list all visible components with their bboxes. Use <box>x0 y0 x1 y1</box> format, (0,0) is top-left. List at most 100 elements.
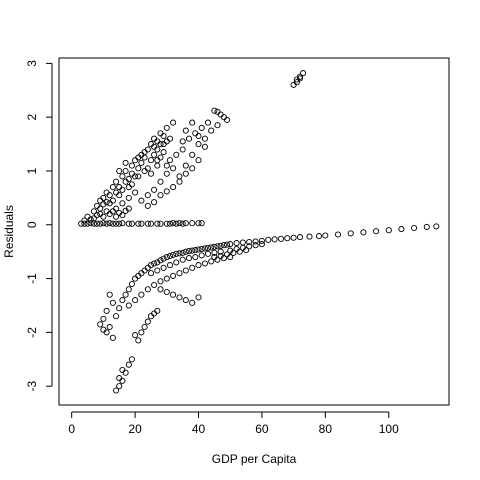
data-point <box>189 264 196 271</box>
data-point <box>122 167 129 175</box>
data-point <box>113 178 120 185</box>
data-point <box>138 197 145 204</box>
data-point <box>204 119 212 126</box>
data-point <box>147 220 155 227</box>
data-point <box>360 229 367 236</box>
data-point <box>100 194 107 201</box>
data-point <box>179 249 186 256</box>
data-point <box>128 220 135 227</box>
data-point <box>195 294 202 301</box>
data-point <box>109 208 116 215</box>
y-tick-label: -2 <box>25 327 39 338</box>
data-point <box>100 201 107 208</box>
data-point <box>176 250 183 257</box>
data-point <box>154 220 161 227</box>
data-point <box>195 132 202 140</box>
data-point <box>151 186 158 193</box>
data-point <box>157 278 164 285</box>
data-point <box>154 267 161 274</box>
data-point <box>189 247 196 254</box>
data-point <box>185 255 193 262</box>
data-point <box>147 270 155 277</box>
data-point <box>334 231 342 238</box>
data-point <box>233 240 240 247</box>
data-point <box>116 167 123 175</box>
y-tick-label: 0 <box>25 221 39 228</box>
data-point <box>100 220 107 227</box>
data-point <box>170 272 177 279</box>
data-point <box>173 151 180 158</box>
data-point <box>214 122 221 129</box>
data-point <box>170 119 177 126</box>
data-point <box>189 151 196 158</box>
data-point <box>211 243 218 250</box>
data-point <box>97 205 104 212</box>
data-point <box>265 236 272 243</box>
data-point <box>182 127 189 134</box>
data-point <box>135 165 142 172</box>
data-point <box>97 321 104 328</box>
data-point <box>144 165 151 172</box>
data-point <box>166 157 174 164</box>
data-point <box>220 242 227 249</box>
data-point <box>157 192 164 199</box>
data-point <box>103 220 110 227</box>
data-point <box>141 154 148 161</box>
data-point <box>170 251 177 258</box>
data-point <box>109 334 116 341</box>
data-point <box>236 248 243 255</box>
x-tick-label: 60 <box>255 422 269 436</box>
data-point <box>201 143 208 150</box>
data-point <box>116 305 123 312</box>
data-point <box>227 241 234 248</box>
data-point <box>135 220 142 227</box>
data-point <box>182 170 189 177</box>
data-point <box>198 124 205 131</box>
data-point <box>157 154 164 161</box>
x-tick-label: 40 <box>192 422 206 436</box>
data-point <box>119 200 126 207</box>
x-tick-label: 0 <box>68 422 75 436</box>
data-point <box>176 173 183 180</box>
data-point <box>144 286 151 293</box>
data-point <box>204 250 212 257</box>
data-point <box>201 260 208 267</box>
data-point <box>166 252 174 260</box>
data-point <box>147 262 155 269</box>
data-point <box>119 173 126 180</box>
data-point <box>151 281 158 289</box>
data-point <box>192 254 199 261</box>
data-point <box>138 329 145 336</box>
data-point <box>322 232 329 239</box>
data-point <box>100 213 107 220</box>
data-point <box>220 255 227 262</box>
data-point <box>433 223 440 230</box>
data-point <box>201 135 208 142</box>
data-point <box>106 220 113 227</box>
data-point <box>170 291 177 298</box>
y-tick-label: 2 <box>25 114 39 121</box>
data-point <box>182 297 189 304</box>
data-point <box>163 188 170 195</box>
data-point <box>135 154 142 161</box>
data-point <box>385 227 392 234</box>
data-point <box>185 135 193 142</box>
data-point <box>223 116 231 123</box>
data-point <box>252 242 259 249</box>
data-point <box>208 244 215 251</box>
data-point <box>166 262 174 269</box>
data-point <box>119 297 126 304</box>
data-point <box>293 79 300 86</box>
data-point <box>208 258 215 265</box>
data-point <box>151 260 158 267</box>
data-point <box>195 157 202 164</box>
data-point <box>163 162 170 169</box>
data-point <box>160 149 167 156</box>
data-point <box>296 73 304 80</box>
data-point <box>154 259 161 266</box>
data-point <box>125 286 132 293</box>
y-tick-label: -3 <box>25 381 39 392</box>
y-tick-label: 3 <box>25 60 39 67</box>
data-point <box>179 256 186 263</box>
